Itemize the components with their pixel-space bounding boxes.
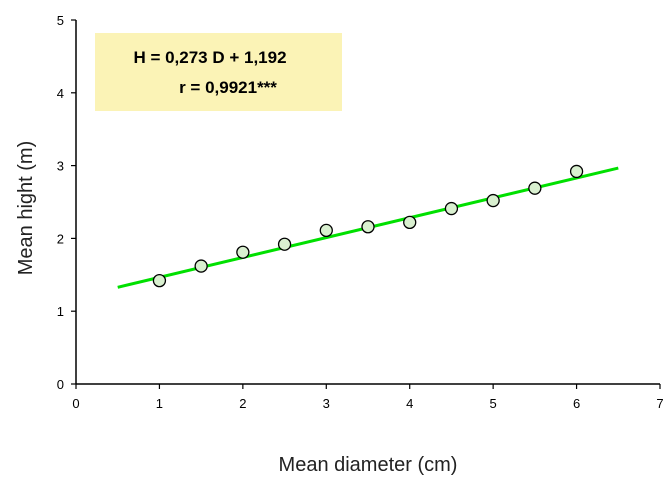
x-tick-label: 2 bbox=[239, 396, 246, 411]
y-tick-label: 0 bbox=[57, 377, 64, 392]
data-point bbox=[152, 273, 167, 288]
data-point bbox=[403, 215, 417, 230]
data-point bbox=[569, 164, 584, 179]
x-tick-label: 3 bbox=[323, 396, 330, 411]
x-tick-label: 1 bbox=[156, 396, 163, 411]
y-tick-label: 1 bbox=[57, 304, 64, 319]
data-point bbox=[277, 237, 292, 251]
y-tick-label: 3 bbox=[57, 159, 64, 174]
x-tick-label: 5 bbox=[490, 396, 497, 411]
x-tick-label: 7 bbox=[656, 396, 663, 411]
ticks: 0 1 2 3 4 5 6 7 0 1 2 3 4 5 bbox=[57, 13, 664, 411]
data-point bbox=[236, 245, 250, 259]
x-axis-title: Mean diameter (cm) bbox=[279, 454, 458, 476]
axes bbox=[75, 20, 660, 385]
data-point bbox=[194, 259, 208, 273]
data-point bbox=[361, 220, 375, 234]
regression-equation: H = 0,273 D + 1,192 bbox=[133, 48, 286, 67]
correlation-coefficient: r = 0,9921*** bbox=[179, 78, 277, 97]
y-tick-label: 5 bbox=[57, 13, 64, 28]
data-point bbox=[528, 181, 542, 195]
data-point bbox=[319, 223, 333, 238]
y-tick-label: 2 bbox=[57, 231, 64, 246]
x-tick-label: 6 bbox=[573, 396, 580, 411]
equation-box: H = 0,273 D + 1,192 r = 0,9921*** bbox=[95, 33, 342, 111]
data-point bbox=[486, 193, 500, 208]
x-tick-label: 4 bbox=[406, 396, 413, 411]
y-tick-label: 4 bbox=[57, 86, 64, 101]
data-point bbox=[444, 201, 459, 216]
equation-box-background bbox=[95, 33, 342, 111]
data-points bbox=[152, 164, 584, 288]
x-tick-label: 0 bbox=[72, 396, 79, 411]
y-axis-title: Mean hight (m) bbox=[15, 141, 37, 276]
